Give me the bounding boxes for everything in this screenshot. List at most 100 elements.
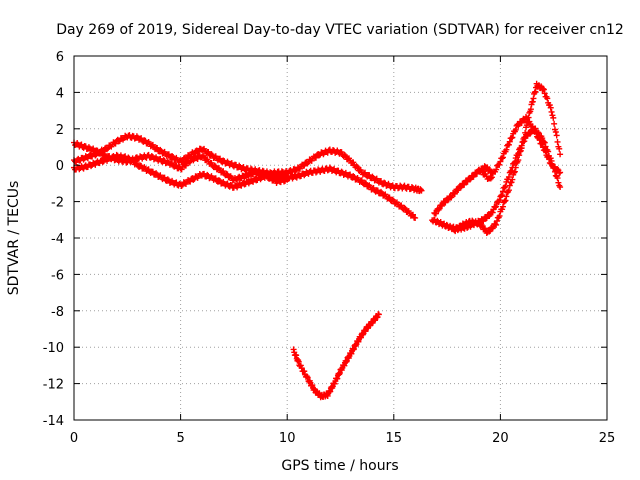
y-axis-label: SDTVAR / TECUs [6, 181, 22, 296]
data-point [493, 218, 500, 225]
data-point [493, 203, 500, 210]
x-tick-label: 15 [386, 431, 403, 446]
data-point [551, 120, 558, 127]
y-tick-label: -14 [43, 414, 64, 429]
data-point [381, 179, 388, 186]
data-point [435, 206, 442, 213]
data-point [517, 148, 524, 155]
data-point [284, 176, 291, 183]
data-point [303, 373, 310, 380]
data-point [316, 152, 323, 159]
data-point [149, 168, 156, 175]
data-point [164, 176, 171, 183]
x-tick-label: 25 [599, 431, 616, 446]
data-point [557, 151, 564, 158]
x-axis-label: GPS time / hours [281, 458, 398, 474]
data-point [546, 156, 553, 163]
data-point [354, 164, 361, 171]
data-point [409, 211, 416, 218]
data-point [499, 192, 506, 199]
data-point [161, 174, 168, 181]
data-point [208, 159, 215, 166]
data-point [553, 132, 560, 139]
data-point [190, 176, 197, 183]
series-track-c [71, 151, 291, 191]
data-point [541, 90, 548, 97]
data-point [157, 146, 164, 153]
data-point [506, 138, 513, 145]
data-point [548, 108, 555, 115]
data-point [182, 162, 189, 169]
data-point [511, 168, 518, 175]
axis-ticks [73, 55, 608, 421]
data-point [283, 175, 290, 182]
data-point [518, 145, 525, 152]
y-tick-label: 6 [56, 50, 64, 65]
data-point [467, 176, 474, 183]
data-point [550, 114, 557, 121]
data-point [521, 134, 528, 141]
y-tick-label: 0 [56, 159, 64, 174]
data-point [505, 187, 512, 194]
data-point [529, 123, 536, 130]
data-point [341, 152, 348, 159]
data-point [350, 173, 357, 180]
y-tick-label: -2 [51, 196, 64, 211]
data-point [204, 171, 211, 178]
data-point [496, 212, 503, 219]
data-point [353, 163, 360, 170]
data-point [492, 204, 499, 211]
y-tick-label: 4 [56, 86, 64, 101]
chart-title: Day 269 of 2019, Sidereal Day-to-day VTE… [56, 22, 624, 38]
data-point [398, 202, 405, 209]
data-point [542, 148, 549, 155]
data-point [552, 129, 559, 136]
data-point [148, 152, 155, 159]
data-point [194, 149, 201, 156]
data-point [169, 153, 176, 160]
data-point [512, 126, 519, 133]
data-point [515, 157, 522, 164]
tick-labels: 0 5 10 15 20 25 -14 -12 -10 -8 -6 -4 -2 0 2 4 6 [43, 50, 616, 446]
data-point [516, 152, 523, 159]
data-point [304, 374, 311, 381]
data-point [375, 311, 382, 318]
data-point [508, 179, 515, 186]
x-tick-label: 20 [492, 431, 509, 446]
data-point [178, 182, 185, 189]
data-point [99, 158, 106, 165]
data-point [517, 147, 524, 154]
data-point [536, 136, 543, 143]
data-point [499, 203, 506, 210]
data-point [342, 153, 349, 160]
data-point [389, 196, 396, 203]
data-point [488, 174, 495, 181]
data-point [499, 154, 506, 161]
data-point [363, 180, 370, 187]
data-point [506, 182, 513, 189]
data-point [546, 102, 553, 109]
data-point [554, 175, 561, 182]
data-point [557, 184, 564, 191]
y-tick-label: -4 [51, 232, 64, 247]
data-point [522, 129, 529, 136]
data-point [312, 154, 319, 161]
data-point [338, 168, 345, 175]
data-point [215, 177, 222, 184]
data-point [374, 187, 381, 194]
data-point [369, 173, 376, 180]
data-point [224, 171, 231, 178]
data-point [386, 194, 393, 201]
data-point [512, 164, 519, 171]
data-point [350, 159, 357, 166]
data-point [154, 145, 161, 152]
data-point [401, 204, 408, 211]
data-point [509, 134, 516, 141]
grid [74, 56, 607, 420]
data-point [501, 198, 508, 205]
data-point [502, 197, 509, 204]
data-point [489, 209, 496, 216]
data-point [499, 155, 506, 162]
